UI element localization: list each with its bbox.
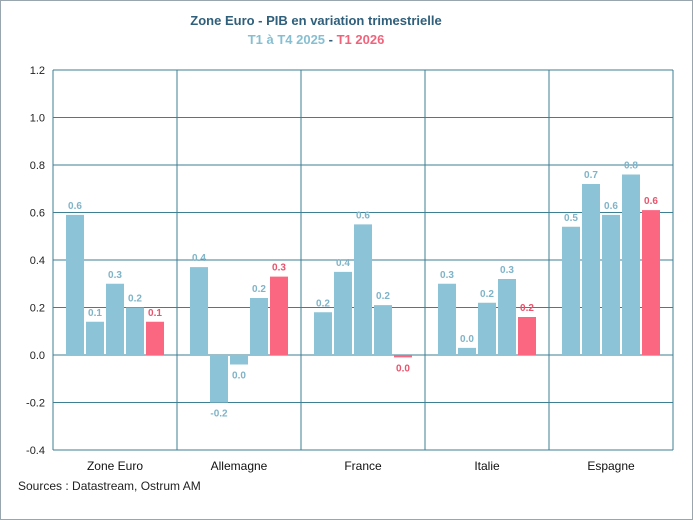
subtitle-period-2026: T1 2026 [336, 32, 385, 47]
data-label: -0.2 [210, 409, 228, 420]
bar [622, 174, 640, 355]
bar [374, 305, 392, 355]
y-tick-label: 1.2 [30, 65, 45, 77]
bar [518, 317, 536, 355]
bar [314, 312, 332, 355]
data-label: 0.5 [564, 213, 578, 224]
x-category-label: Zone Euro [87, 459, 143, 473]
bar [458, 347, 476, 355]
chart-subtitle: T1 à T4 2025 - T1 2026 [1, 32, 631, 47]
bar [210, 355, 228, 403]
bar [562, 226, 580, 355]
bar [66, 214, 84, 355]
y-tick-label: 0.0 [30, 350, 45, 362]
bar [250, 298, 268, 355]
data-label: 0.2 [316, 298, 330, 309]
data-label: 0.8 [624, 161, 638, 172]
data-label: 0.2 [128, 294, 142, 305]
bar [146, 321, 164, 355]
subtitle-separator: - [325, 32, 337, 47]
data-label: 0.4 [192, 253, 206, 264]
subtitle-period-2025: T1 à T4 2025 [247, 32, 326, 47]
data-label: 0.0 [460, 334, 474, 345]
bar [190, 267, 208, 355]
source-note: Sources : Datastream, Ostrum AM [18, 479, 201, 493]
y-tick-label: -0.4 [26, 445, 45, 457]
bar [642, 210, 660, 355]
data-label: 0.6 [604, 201, 618, 212]
y-tick-label: 0.6 [30, 208, 45, 220]
bar [498, 279, 516, 355]
x-category-label: France [344, 459, 382, 473]
data-label: 0.3 [440, 270, 454, 281]
bar [354, 224, 372, 355]
chart-title: Zone Euro - PIB en variation trimestriel… [190, 13, 442, 28]
data-label: 0.7 [584, 170, 598, 181]
data-label: 0.3 [108, 270, 122, 281]
bar [582, 184, 600, 355]
x-category-label: Allemagne [211, 459, 268, 473]
bar [126, 307, 144, 355]
data-label: 0.6 [68, 201, 82, 212]
data-label: 0.2 [376, 291, 390, 302]
bar [106, 283, 124, 355]
bar [270, 276, 288, 355]
y-tick-label: 0.2 [30, 303, 45, 315]
bar [394, 355, 412, 358]
data-label: 0.2 [252, 284, 266, 295]
bar [438, 283, 456, 355]
bar [478, 302, 496, 355]
data-label: 0.4 [336, 258, 350, 269]
y-tick-label: 0.8 [30, 160, 45, 172]
data-label: 0.6 [644, 196, 658, 207]
data-label: 0.6 [356, 210, 370, 221]
data-label: 0.0 [396, 363, 410, 374]
y-tick-label: 0.4 [30, 255, 45, 267]
bar [602, 214, 620, 355]
x-category-label: Italie [474, 459, 500, 473]
y-tick-label: -0.2 [26, 398, 45, 410]
data-label: 0.2 [520, 303, 534, 314]
data-label: 0.3 [500, 265, 514, 276]
bar [86, 321, 104, 355]
x-category-label: Espagne [587, 459, 635, 473]
data-label: 0.1 [88, 308, 102, 319]
data-label: 0.1 [148, 308, 162, 319]
bar [230, 355, 248, 365]
data-label: 0.3 [272, 263, 286, 274]
bar [334, 271, 352, 355]
data-label: 0.2 [480, 289, 494, 300]
data-label: 0.0 [232, 371, 246, 382]
y-tick-label: 1.0 [30, 113, 45, 125]
